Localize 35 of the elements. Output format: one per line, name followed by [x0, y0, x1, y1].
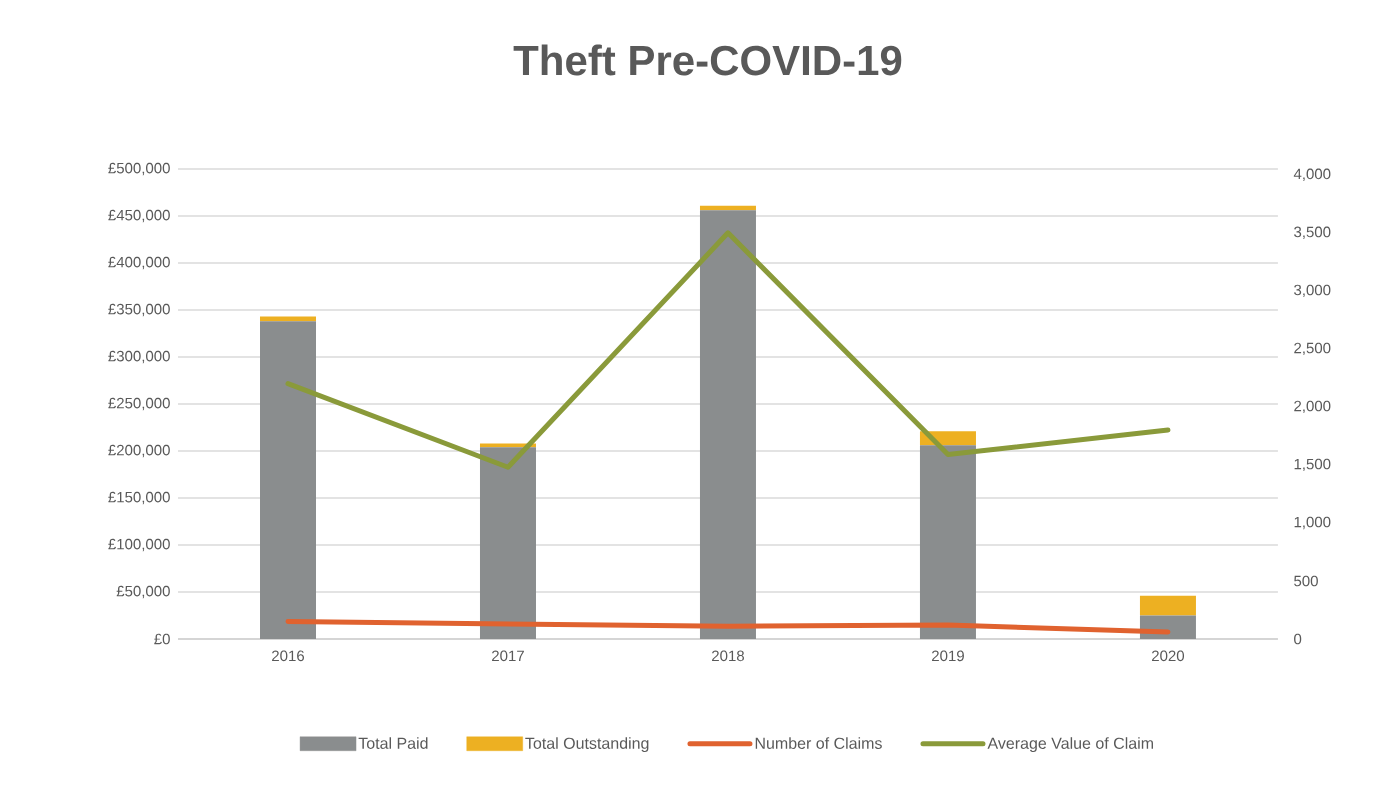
y2-tick-label: 3,000 [1294, 284, 1331, 298]
y2-tick-label: 2,000 [1294, 400, 1331, 414]
y2-tick-label: 500 [1294, 575, 1318, 587]
y-tick-label: £500,000 [108, 162, 170, 176]
bar [699, 210, 756, 639]
bar [260, 321, 316, 639]
x-tick-label: 2018 [712, 650, 744, 662]
chart-title: Theft Pre-COVID-19 [513, 44, 902, 76]
x-tick-label: 2019 [932, 650, 964, 662]
y2-tick-label: 0 [1294, 633, 1302, 645]
y-tick-label: £150,000 [108, 491, 170, 505]
legend-label: Total Paid [358, 737, 428, 749]
y-tick-label: £400,000 [108, 256, 170, 270]
x-tick-label: 2016 [272, 650, 305, 662]
bar [1139, 595, 1196, 616]
bar [479, 447, 536, 639]
y-tick-label: £50,000 [116, 585, 170, 599]
x-tick-label: 2020 [1152, 650, 1185, 662]
y-tick-label: £100,000 [108, 538, 170, 552]
legend-label: Average Value of Claim [987, 737, 1153, 753]
legend-label: Number of Claims [755, 737, 882, 749]
y-tick-label: £250,000 [108, 397, 170, 411]
y-tick-label: £350,000 [108, 303, 170, 317]
bar [919, 445, 976, 639]
legend-label: Total Outstanding [525, 737, 649, 753]
y2-tick-label: 3,500 [1294, 226, 1331, 240]
x-tick-label: 2017 [492, 650, 524, 662]
y2-tick-label: 1,000 [1294, 516, 1331, 530]
y-tick-label: £300,000 [108, 350, 170, 364]
y-tick-label: £450,000 [108, 209, 170, 223]
y-tick-label: £200,000 [108, 444, 170, 458]
y2-tick-label: 2,500 [1294, 342, 1331, 356]
y2-tick-label: 4,000 [1293, 168, 1331, 181]
y-tick-label: £0 [154, 633, 170, 645]
y2-tick-label: 1,500 [1294, 458, 1331, 472]
